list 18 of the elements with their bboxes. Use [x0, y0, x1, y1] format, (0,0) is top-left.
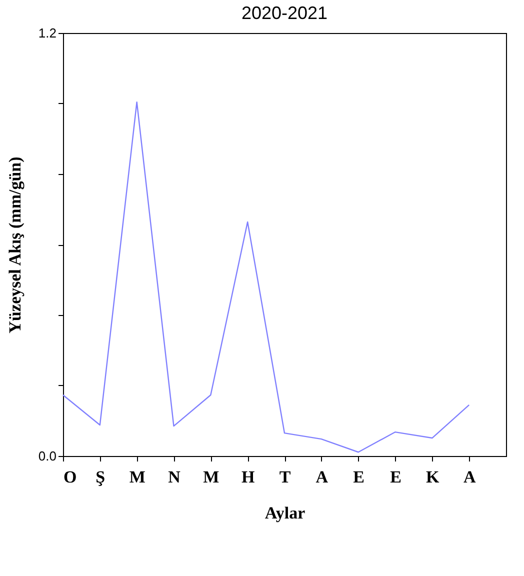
- y-tick-label: 1.2: [38, 26, 56, 40]
- x-tick-label: M: [203, 468, 220, 486]
- x-tick-label: H: [241, 468, 255, 486]
- x-tick-label: A: [316, 468, 329, 486]
- y-axis-title: Yüzeysel Akış (mm/gün): [5, 156, 24, 334]
- x-axis-title: Aylar: [264, 504, 306, 522]
- line-series: [62, 101, 470, 453]
- x-tick-label: O: [64, 468, 77, 486]
- x-tick-label: K: [426, 468, 440, 486]
- x-tick-label: M: [129, 468, 146, 486]
- chart-title: 2020-2021: [241, 3, 328, 23]
- x-tick-label: T: [279, 468, 292, 486]
- x-tick-label: A: [463, 468, 476, 486]
- y-tick-label: 0.0: [38, 448, 56, 464]
- x-tick-label: E: [390, 468, 402, 486]
- x-tick-label: E: [353, 468, 365, 486]
- x-tick-label: N: [168, 468, 182, 486]
- x-tick-label: Ş: [96, 468, 106, 486]
